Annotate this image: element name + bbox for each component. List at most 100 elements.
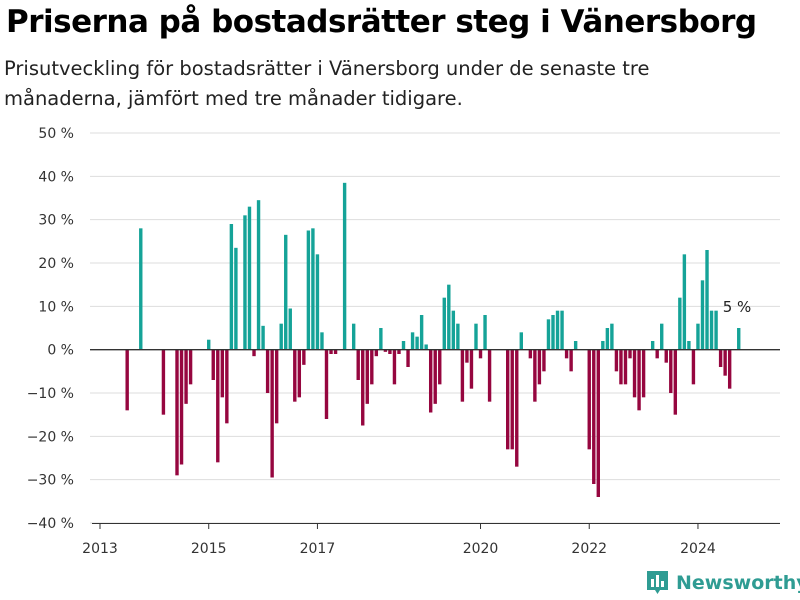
bar xyxy=(628,349,632,359)
bar xyxy=(465,349,469,363)
bar xyxy=(161,349,166,415)
bar xyxy=(175,349,179,476)
chart-title: Priserna på bostadsrätter steg i Vänersb… xyxy=(6,4,757,40)
x-tick-label: 2020 xyxy=(463,541,499,557)
bar xyxy=(379,328,383,350)
newsworthy-logo[interactable]: Newsworthy xyxy=(645,569,800,596)
bar xyxy=(370,349,374,385)
axes xyxy=(90,349,780,529)
bar xyxy=(682,254,687,350)
bar xyxy=(718,349,723,367)
bar xyxy=(506,349,510,450)
bar xyxy=(428,349,433,413)
bar xyxy=(673,349,678,415)
bar xyxy=(700,280,705,350)
bar xyxy=(687,341,691,350)
bar xyxy=(356,349,360,380)
bar xyxy=(374,349,379,357)
y-tick-label: 30 % xyxy=(38,213,74,229)
bar xyxy=(623,349,628,385)
bar xyxy=(315,254,320,350)
bar xyxy=(139,228,143,350)
bar xyxy=(388,349,392,354)
bar xyxy=(179,349,184,465)
bar xyxy=(619,349,623,385)
bar xyxy=(705,250,709,350)
bar xyxy=(569,349,573,372)
bar xyxy=(691,349,696,385)
bar xyxy=(737,328,741,350)
y-tick-label: −30 % xyxy=(27,473,74,489)
bar xyxy=(478,349,483,359)
bar xyxy=(419,315,424,350)
bar xyxy=(265,349,270,393)
bar xyxy=(188,349,193,385)
bar xyxy=(727,349,732,389)
bar xyxy=(225,349,229,424)
bar xyxy=(641,349,646,398)
bar xyxy=(528,349,533,359)
bar xyxy=(365,349,369,404)
bar xyxy=(678,297,682,350)
bar xyxy=(415,336,419,350)
bar xyxy=(424,344,428,350)
bar xyxy=(410,332,415,350)
bar xyxy=(216,349,220,463)
bar xyxy=(696,323,700,350)
bar xyxy=(723,349,727,376)
x-tick-label: 2022 xyxy=(571,541,607,557)
bar xyxy=(596,349,600,497)
bar xyxy=(447,284,451,350)
y-tick-label: −10 % xyxy=(27,386,74,402)
bar xyxy=(274,349,279,424)
bar xyxy=(519,332,523,350)
bar xyxy=(279,323,283,350)
bar xyxy=(261,325,265,350)
bar xyxy=(587,349,591,450)
bar xyxy=(207,339,211,350)
bar xyxy=(614,349,619,372)
bar xyxy=(302,349,306,365)
bar xyxy=(573,341,578,350)
bar xyxy=(297,349,302,398)
bar xyxy=(510,349,514,450)
bar xyxy=(342,182,347,350)
y-tick-label: −40 % xyxy=(27,516,74,532)
bar xyxy=(442,297,446,350)
bar xyxy=(632,349,637,398)
bar xyxy=(397,349,401,354)
bar xyxy=(125,349,129,411)
bar xyxy=(311,228,315,350)
y-tick-label: 40 % xyxy=(38,169,74,185)
bar xyxy=(610,323,614,350)
bar xyxy=(433,349,437,404)
bar xyxy=(560,310,564,350)
bar xyxy=(709,310,714,350)
bar xyxy=(220,349,225,398)
bar xyxy=(542,349,546,372)
bar xyxy=(533,349,537,402)
bar xyxy=(392,349,397,385)
bar xyxy=(601,341,605,350)
bar xyxy=(320,332,324,350)
bar xyxy=(555,310,560,350)
bar xyxy=(537,349,542,385)
bar xyxy=(650,341,655,350)
y-tick-label: 50 % xyxy=(38,126,74,142)
bar xyxy=(660,323,664,350)
x-tick-label: 2017 xyxy=(300,541,336,557)
bar xyxy=(270,349,274,478)
bar xyxy=(551,315,555,350)
brand-name: Newsworthy xyxy=(676,571,800,594)
bar xyxy=(460,349,465,402)
bar xyxy=(229,224,234,350)
bar xyxy=(469,349,474,389)
bar xyxy=(329,349,333,354)
bar xyxy=(252,349,256,357)
bar xyxy=(247,206,252,350)
bar-series xyxy=(125,182,741,497)
bar xyxy=(324,349,329,419)
bar xyxy=(184,349,188,404)
bar xyxy=(474,323,478,350)
bar xyxy=(401,341,406,350)
